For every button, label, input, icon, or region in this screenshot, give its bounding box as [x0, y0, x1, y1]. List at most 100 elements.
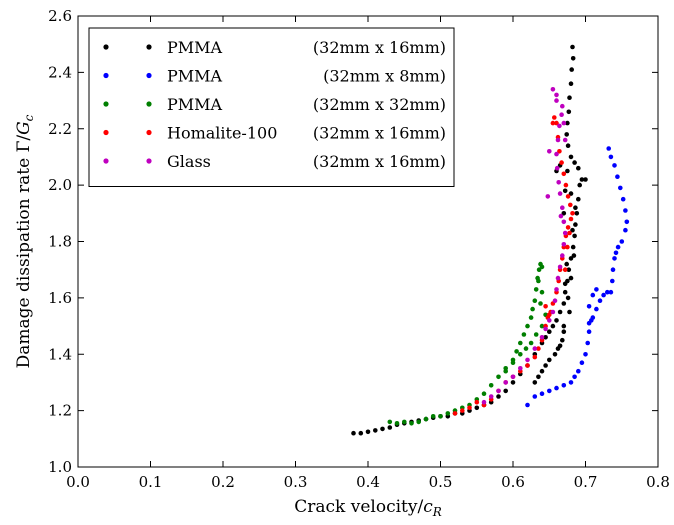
data-point: [521, 332, 527, 337]
data-point: [514, 349, 519, 354]
data-point: [481, 399, 487, 405]
legend-series-name: PMMA: [167, 67, 223, 86]
data-point: [554, 92, 559, 98]
data-point: [528, 340, 534, 346]
data-point: [606, 146, 611, 151]
data-point: [351, 430, 356, 436]
data-point: [539, 391, 545, 397]
y-axis-label-subscript: c: [22, 114, 36, 121]
data-point: [536, 278, 541, 284]
data-point: [583, 352, 588, 357]
data-point: [563, 182, 569, 188]
data-point: [623, 227, 628, 233]
data-point: [547, 149, 552, 154]
data-point: [586, 329, 592, 335]
data-point: [565, 244, 570, 250]
data-point: [573, 205, 578, 210]
data-point: [565, 295, 571, 301]
data-point: [538, 301, 543, 306]
data-point: [562, 281, 568, 287]
data-point: [608, 289, 614, 295]
data-point: [532, 380, 538, 385]
data-point: [572, 160, 577, 165]
data-point: [610, 278, 615, 284]
x-axis-label: Crack velocity/cR: [294, 497, 442, 519]
data-point: [402, 419, 407, 425]
y-tick-label: 2.2: [48, 120, 72, 138]
data-point: [445, 411, 451, 416]
series-4: [481, 87, 568, 405]
data-point: [518, 366, 523, 371]
data-point: [543, 304, 548, 309]
data-point: [571, 253, 577, 258]
data-point: [557, 309, 563, 315]
data-point: [555, 275, 561, 281]
data-point: [496, 394, 501, 399]
y-tick-label: 1.6: [48, 289, 72, 307]
data-point: [568, 275, 574, 281]
data-point: [559, 112, 564, 117]
data-point: [565, 225, 571, 230]
data-point: [554, 165, 560, 171]
data-point: [565, 143, 571, 148]
data-point: [561, 171, 567, 177]
data-point: [557, 149, 562, 154]
data-point: [624, 219, 630, 225]
data-point: [518, 352, 523, 357]
legend-series-name: PMMA: [167, 38, 223, 57]
x-axis: 0.0 0.1 0.2 0.3 0.4 0.5 0.6 0.7 0.8: [66, 16, 670, 491]
data-point: [576, 196, 581, 202]
legend-marker: [146, 44, 152, 50]
data-point: [565, 120, 570, 126]
data-point: [525, 323, 530, 329]
data-point: [539, 289, 545, 295]
series-1: [525, 146, 630, 408]
data-point: [380, 426, 385, 432]
legend-entry: Homalite-100 (32mm x 16mm): [103, 124, 446, 143]
legend-marker: [103, 158, 109, 164]
y-tick-label: 2.4: [48, 63, 72, 81]
data-point: [416, 419, 422, 425]
data-point: [545, 194, 551, 199]
data-point: [554, 318, 559, 323]
data-point: [533, 332, 539, 337]
y-tick-label: 1.0: [48, 458, 72, 476]
data-point: [409, 421, 414, 426]
data-point: [518, 340, 523, 346]
data-point: [562, 230, 568, 236]
data-point: [564, 132, 569, 137]
data-point: [562, 289, 568, 295]
data-point: [552, 115, 557, 120]
x-tick-label: 0.8: [646, 473, 670, 491]
legend-marker: [146, 129, 152, 136]
data-point: [503, 368, 509, 374]
legend-series-size: (32mm x 16mm): [313, 152, 446, 171]
data-point: [613, 250, 619, 256]
data-point: [570, 244, 576, 250]
y-tick-label: 2.6: [48, 7, 72, 25]
data-point: [558, 213, 564, 219]
data-point: [488, 394, 494, 399]
data-point: [510, 360, 516, 366]
data-point: [562, 137, 568, 143]
data-point: [550, 120, 556, 126]
data-point: [570, 44, 575, 50]
data-point: [555, 137, 561, 143]
legend: PMMA (32mm x 16mm) PMMA (32mm x 8mm) PMMA (32…: [88, 27, 455, 187]
data-point: [612, 163, 617, 168]
legend-series-size: (32mm x 8mm): [323, 67, 446, 86]
data-point: [590, 315, 596, 320]
x-axis-label-text: Crack velocity/: [294, 497, 423, 517]
data-point: [562, 188, 568, 194]
data-point: [496, 388, 501, 394]
data-points-layer: [351, 44, 630, 436]
data-point: [618, 185, 623, 191]
data-point: [561, 120, 567, 126]
data-point: [594, 306, 599, 312]
data-point: [557, 191, 563, 196]
data-point: [561, 219, 567, 225]
x-axis-label-subscript: R: [432, 505, 442, 519]
data-point: [561, 242, 567, 247]
data-point: [557, 123, 562, 129]
